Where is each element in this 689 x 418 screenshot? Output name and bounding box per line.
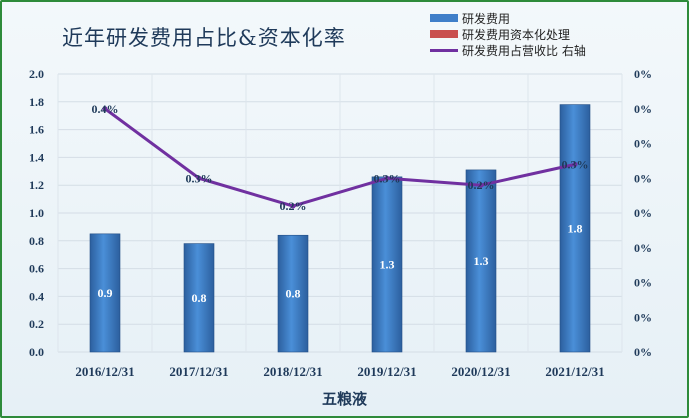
- bar-rd-expense: [277, 234, 309, 353]
- x-axis-title: 五粮液: [321, 390, 367, 408]
- right-axis-tick-label: 0%: [634, 310, 652, 324]
- line-value-label: 0.3%: [186, 171, 213, 185]
- line-point: [290, 203, 296, 209]
- left-axis-tick-label: 0.0: [29, 345, 44, 359]
- legend-swatch-capitalized: [430, 30, 458, 38]
- bar-rd-expense: [465, 169, 497, 353]
- left-axis-tick-label: 1.0: [29, 206, 44, 220]
- legend-label-capitalized: 研发费用资本化处理: [462, 27, 571, 42]
- bar-value-label: 1.8: [568, 221, 583, 235]
- right-axis-tick-label: 0%: [634, 171, 652, 185]
- line-point: [102, 106, 108, 112]
- legend-label-revenue-ratio: 研发费用占营收比 右轴: [462, 43, 586, 58]
- x-axis-tick-label: 2017/12/31: [169, 364, 228, 379]
- left-axis-tick-label: 2.0: [29, 67, 44, 81]
- legend-item-capitalized: 研发费用资本化处理: [430, 26, 586, 42]
- left-axis-tick-label: 0.8: [29, 234, 44, 248]
- line-point: [384, 175, 390, 181]
- bar-value-label: 0.9: [98, 286, 113, 300]
- right-axis-tick-label: 0%: [634, 102, 652, 116]
- line-point: [572, 161, 578, 167]
- line-value-label: 0.4%: [92, 102, 119, 116]
- line-point: [478, 182, 484, 188]
- bar-value-label: 0.8: [192, 291, 207, 305]
- bar-value-label: 1.3: [474, 254, 489, 268]
- right-axis-tick-label: 0%: [634, 206, 652, 220]
- left-axis-tick-label: 0.2: [29, 317, 44, 331]
- x-axis-tick-label: 2019/12/31: [357, 364, 416, 379]
- legend-item-rd-expense: 研发费用: [430, 10, 586, 26]
- bar-rd-expense: [559, 104, 591, 353]
- bar-rd-expense: [89, 233, 121, 353]
- left-axis-tick-label: 0.6: [29, 262, 44, 276]
- right-axis-tick-label: 0%: [634, 67, 652, 81]
- right-axis-tick-label: 0%: [634, 276, 652, 290]
- left-axis-tick-label: 1.4: [29, 150, 44, 164]
- line-value-label: 0.2%: [468, 178, 495, 192]
- left-axis-tick-label: 0.4: [29, 289, 44, 303]
- line-value-label: 0.3%: [562, 157, 589, 171]
- line-value-label: 0.2%: [280, 199, 307, 213]
- right-axis-tick-label: 0%: [634, 345, 652, 359]
- line-point: [196, 175, 202, 181]
- line-value-label: 0.3%: [374, 171, 401, 185]
- x-axis-tick-label: 2018/12/31: [263, 364, 322, 379]
- bar-rd-expense: [371, 176, 403, 353]
- x-axis-tick-label: 2016/12/31: [75, 364, 134, 379]
- left-axis-tick-label: 1.2: [29, 178, 44, 192]
- legend-swatch-rd-expense: [430, 14, 458, 22]
- left-axis-tick-label: 1.8: [29, 95, 44, 109]
- left-axis-tick-label: 1.6: [29, 123, 44, 137]
- legend-label-rd-expense: 研发费用: [462, 11, 511, 26]
- chart-title: 近年研发费用占比&资本化率: [62, 26, 346, 50]
- legend-swatch-revenue-ratio: [430, 48, 458, 52]
- legend-item-revenue-ratio: 研发费用占营收比 右轴: [430, 42, 586, 58]
- bar-value-label: 0.8: [286, 287, 301, 301]
- right-axis-tick-label: 0%: [634, 137, 652, 151]
- line-revenue-ratio: [104, 107, 576, 208]
- legend: 研发费用 研发费用资本化处理 研发费用占营收比 右轴: [430, 10, 586, 58]
- right-axis-tick-label: 0%: [634, 241, 652, 255]
- x-axis-tick-label: 2021/12/31: [545, 364, 604, 379]
- bar-value-label: 1.3: [380, 257, 395, 271]
- bar-rd-expense: [183, 243, 215, 353]
- x-axis-tick-label: 2020/12/31: [451, 364, 510, 379]
